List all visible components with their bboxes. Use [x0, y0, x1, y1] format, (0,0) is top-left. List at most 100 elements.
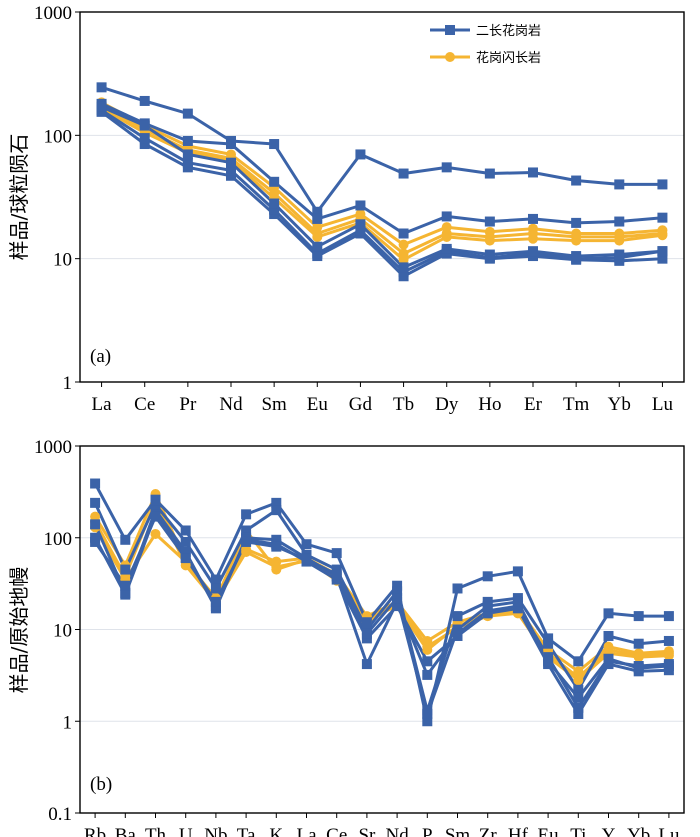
x-tick-label-eu: Eu [307, 394, 329, 415]
data-point-square [210, 596, 221, 607]
x-tick-label-rb: Rb [84, 825, 106, 837]
series-marks-a [96, 82, 668, 282]
series-line-granite [101, 105, 663, 269]
data-point-square [312, 241, 323, 252]
data-point-square [441, 243, 452, 254]
data-point-circle [312, 231, 323, 242]
data-point-square [603, 608, 614, 619]
data-point-square [271, 541, 282, 552]
x-tick-label-la: La [296, 825, 317, 837]
series-line-granite [93, 515, 670, 716]
series-line-granite [93, 482, 669, 723]
data-point-square [331, 548, 342, 559]
data-point-square [241, 509, 252, 520]
x-tick-label-tb: Tb [393, 394, 414, 415]
x-tick-label-p: P [422, 825, 433, 837]
data-point-square [96, 82, 107, 93]
data-point-square [269, 139, 280, 150]
chart-b: 0.1 1 10 100 1000 Rb Ba Th U Nb Ta K La Ce Sr Nd P Sm Zr H… [7, 437, 685, 837]
y-tick-label: 100 [44, 529, 73, 550]
data-point-circle [614, 235, 625, 246]
data-point-circle [663, 650, 674, 661]
x-tick-label-y: Y [602, 825, 616, 837]
data-point-square [355, 200, 366, 211]
x-tick-label-tm: Tm [563, 394, 590, 415]
data-point-square [452, 583, 463, 594]
grid-b [80, 537, 684, 722]
data-point-square [180, 525, 191, 536]
data-point-square [90, 497, 101, 508]
data-point-square [543, 633, 554, 644]
data-point-square [180, 536, 191, 547]
data-point-square [528, 246, 538, 257]
data-point-square [392, 580, 403, 591]
data-point-square [603, 653, 614, 664]
data-point-circle [657, 230, 668, 241]
plot-frame-a [79, 11, 685, 383]
data-point-square [269, 198, 280, 209]
x-tick-label-la: La [92, 394, 113, 415]
data-point-square [663, 635, 674, 646]
x-tick-label-zr: Zr [479, 825, 498, 837]
data-point-square [120, 534, 131, 545]
data-point-square [269, 204, 280, 215]
data-point-square [226, 170, 236, 181]
data-point-square [663, 661, 674, 672]
x-tick-label-nd: Nd [219, 394, 243, 415]
data-point-square [484, 249, 495, 260]
x-tick-label-th: Th [145, 825, 167, 837]
data-point-square [241, 525, 252, 536]
data-point-square [484, 216, 495, 227]
data-point-square [355, 225, 366, 236]
data-point-square [657, 212, 668, 223]
data-point-square [226, 157, 236, 168]
data-point-square [210, 583, 221, 594]
series-line-granodiorite [93, 492, 670, 673]
x-tick-label-yb: Yb [627, 825, 650, 837]
data-point-circle [398, 239, 409, 250]
data-point-square [633, 663, 644, 674]
panel-label-a: (a) [90, 346, 111, 367]
series-line-granodiorite [100, 101, 663, 247]
data-point-square [452, 624, 463, 635]
x-tick-label-er: Er [524, 394, 543, 415]
y-tick-label: 1000 [34, 3, 72, 24]
data-point-circle [398, 254, 409, 265]
data-point-square [182, 108, 193, 119]
x-ticks-a: La Ce Pr Nd Sm Eu Gd Tb Dy Ho Er Tm Yb Lu [92, 382, 673, 415]
data-point-circle [573, 675, 584, 686]
data-point-square [573, 692, 584, 703]
data-point-square [633, 611, 644, 622]
data-point-square [120, 564, 131, 575]
data-point-square [182, 149, 193, 160]
series-lines-a [100, 85, 663, 278]
data-point-square [422, 708, 433, 719]
y-ticks-a: 1 10 100 1000 [34, 3, 80, 394]
data-point-square [90, 519, 101, 530]
data-point-square [482, 608, 493, 619]
data-point-square [422, 656, 433, 667]
data-point-square [90, 536, 101, 547]
x-tick-label-ce: Ce [326, 825, 347, 837]
data-point-square [571, 251, 582, 262]
x-tick-label-gd: Gd [349, 394, 373, 415]
x-tick-label-dy: Dy [435, 394, 459, 415]
data-point-square [452, 611, 463, 622]
series-line-granite [100, 102, 663, 235]
y-tick-label: 10 [53, 250, 72, 271]
data-point-square [210, 574, 221, 585]
series-marks-b [90, 478, 674, 727]
series-line-granite [100, 108, 663, 274]
data-point-square [482, 571, 493, 582]
data-point-square [271, 505, 282, 516]
y-tick-label: 10 [53, 621, 72, 642]
x-tick-label-yb: Yb [608, 394, 631, 415]
y-tick-label: 1000 [34, 437, 72, 458]
data-point-square [657, 253, 668, 264]
data-point-circle [441, 231, 452, 242]
data-point-square [422, 716, 433, 727]
data-point-square [180, 553, 191, 564]
data-point-square [226, 139, 236, 150]
data-point-circle [633, 652, 644, 663]
